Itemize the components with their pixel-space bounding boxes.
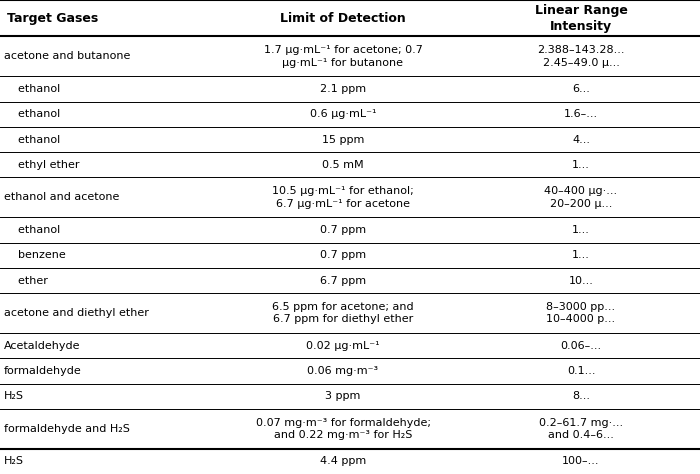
Text: 0.7 ppm: 0.7 ppm	[320, 225, 366, 235]
Text: ethyl ether: ethyl ether	[4, 160, 79, 170]
Text: 0.06–...: 0.06–...	[561, 341, 601, 351]
Text: 1...: 1...	[572, 160, 590, 170]
Text: ethanol and acetone: ethanol and acetone	[4, 192, 119, 202]
Text: 40–400 μg·...
20–200 μ...: 40–400 μg·... 20–200 μ...	[545, 186, 617, 209]
Text: 6.5 ppm for acetone; and
6.7 ppm for diethyl ether: 6.5 ppm for acetone; and 6.7 ppm for die…	[272, 302, 414, 324]
Text: 0.06 mg·m⁻³: 0.06 mg·m⁻³	[307, 366, 379, 376]
Text: ethanol: ethanol	[4, 109, 60, 119]
Text: 8–3000 pp...
10–4000 p...: 8–3000 pp... 10–4000 p...	[547, 302, 615, 324]
Text: H₂S: H₂S	[4, 391, 24, 401]
Text: 0.1...: 0.1...	[567, 366, 595, 376]
Text: 3 ppm: 3 ppm	[326, 391, 360, 401]
Text: 6...: 6...	[572, 84, 590, 94]
Text: 1...: 1...	[572, 250, 590, 260]
Text: 0.07 mg·m⁻³ for formaldehyde;
and 0.22 mg·m⁻³ for H₂S: 0.07 mg·m⁻³ for formaldehyde; and 0.22 m…	[256, 418, 430, 440]
Text: Limit of Detection: Limit of Detection	[280, 12, 406, 25]
Text: 8...: 8...	[572, 391, 590, 401]
Text: 2.388–143.28...
2.45–49.0 μ...: 2.388–143.28... 2.45–49.0 μ...	[538, 45, 624, 68]
Text: 10...: 10...	[568, 275, 594, 285]
Text: 1.7 μg·mL⁻¹ for acetone; 0.7
μg·mL⁻¹ for butanone: 1.7 μg·mL⁻¹ for acetone; 0.7 μg·mL⁻¹ for…	[264, 45, 422, 68]
Text: ethanol: ethanol	[4, 84, 60, 94]
Text: 100–...: 100–...	[562, 456, 600, 466]
Text: 1...: 1...	[572, 225, 590, 235]
Text: Linear Range
Intensity: Linear Range Intensity	[535, 4, 627, 33]
Text: 6.7 ppm: 6.7 ppm	[320, 275, 366, 285]
Text: Target Gases: Target Gases	[7, 12, 98, 25]
Text: formaldehyde: formaldehyde	[4, 366, 81, 376]
Text: 0.02 μg·mL⁻¹: 0.02 μg·mL⁻¹	[306, 341, 380, 351]
Text: 4...: 4...	[572, 135, 590, 145]
Text: 2.1 ppm: 2.1 ppm	[320, 84, 366, 94]
Text: ether: ether	[4, 275, 48, 285]
Text: 0.2–61.7 mg·...
and 0.4–6...: 0.2–61.7 mg·... and 0.4–6...	[539, 418, 623, 440]
Text: 10.5 μg·mL⁻¹ for ethanol;
6.7 μg·mL⁻¹ for acetone: 10.5 μg·mL⁻¹ for ethanol; 6.7 μg·mL⁻¹ fo…	[272, 186, 414, 209]
Text: 4.4 ppm: 4.4 ppm	[320, 456, 366, 466]
Text: Acetaldehyde: Acetaldehyde	[4, 341, 80, 351]
Text: acetone and butanone: acetone and butanone	[4, 51, 130, 62]
Text: H₂S: H₂S	[4, 456, 24, 466]
Text: 1.6–...: 1.6–...	[564, 109, 598, 119]
Text: 15 ppm: 15 ppm	[322, 135, 364, 145]
Text: ethanol: ethanol	[4, 225, 60, 235]
Text: 0.6 μg·mL⁻¹: 0.6 μg·mL⁻¹	[309, 109, 377, 119]
Text: formaldehyde and H₂S: formaldehyde and H₂S	[4, 424, 130, 434]
Text: benzene: benzene	[4, 250, 65, 260]
Text: 0.7 ppm: 0.7 ppm	[320, 250, 366, 260]
Text: acetone and diethyl ether: acetone and diethyl ether	[4, 308, 148, 318]
Text: 0.5 mM: 0.5 mM	[322, 160, 364, 170]
Text: ethanol: ethanol	[4, 135, 60, 145]
